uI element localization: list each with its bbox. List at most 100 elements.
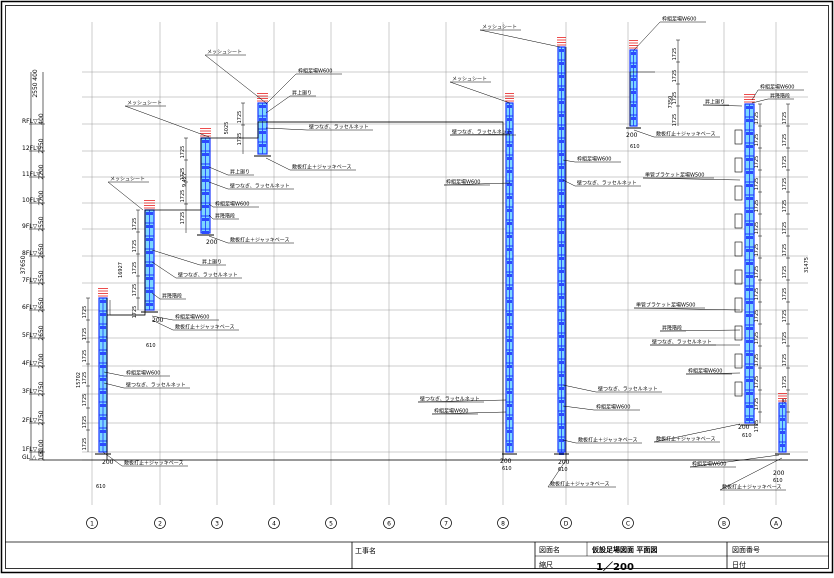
scaffold-tower-axis-c [626, 40, 641, 129]
scaffold-plank [100, 326, 106, 329]
stack-dim-label: 1725 [782, 222, 788, 235]
scaffold-tower-axis-a [775, 393, 790, 455]
floor-dim: 400 [32, 69, 39, 81]
leader-line [204, 54, 267, 104]
leader-line [208, 203, 214, 208]
callout-mesh-sheet: メッシュシート [482, 25, 517, 31]
scaffold-plank [507, 196, 512, 199]
base-width-label: 200 [773, 470, 785, 477]
scaffold-plank [100, 339, 106, 342]
stack-dim-label: 1725 [672, 70, 678, 83]
callout-frame-600: 枠組足場W600 [760, 84, 795, 91]
scaffold-plank [559, 426, 564, 429]
axis-label: 8 [501, 521, 505, 528]
floor-dim: 2750 [38, 410, 45, 425]
scaffold-plank [746, 275, 753, 278]
scaffold-plank [146, 225, 153, 228]
scaffold-plank [559, 439, 564, 442]
bracket-scaffold-unit [734, 353, 743, 369]
leader-line [562, 384, 597, 393]
leader-line [151, 319, 174, 331]
scaffold-plank [746, 184, 753, 187]
scaffold-plank [746, 288, 753, 291]
floor-label: 3FL▽ [22, 388, 38, 395]
callout-frame-600: 枠組足場W600 [175, 314, 210, 321]
scaffold-plank [259, 118, 266, 121]
floor-label: 2FL▽ [22, 417, 38, 424]
base-offset-label: 610 [558, 467, 568, 473]
floor-label: RFL▽ [22, 118, 38, 125]
scaffold-plank [202, 192, 209, 195]
leader-line [642, 177, 741, 181]
leader-line [751, 98, 769, 104]
stack-dim-label: 1725 [672, 48, 678, 61]
scaffold-plank [507, 157, 512, 160]
callout-wall-tie: 壁つなぎ、ラッセルネット [126, 382, 186, 389]
floor-label: 8FL▽ [22, 250, 38, 257]
base-offset-label: 610 [742, 433, 752, 439]
callout-frame-600: 枠組足場W600 [688, 368, 723, 375]
floor-label: 7FL▽ [22, 277, 38, 284]
base-width-label: 200 [152, 317, 164, 324]
leader-line [633, 129, 655, 138]
axis-label: B [722, 521, 726, 528]
scaffold-plank [780, 418, 785, 421]
callout-mesh-sheet: メッシュシート [207, 50, 242, 56]
scaffold-tower-axis1 [95, 288, 111, 455]
callout-top-rail: 昇上廻り [202, 259, 222, 266]
stack-dim-label: 1725 [782, 156, 788, 169]
stack-dim-label: 1725 [754, 288, 760, 301]
scaffold-plank [100, 378, 106, 381]
scaffold-plank [507, 430, 512, 433]
floor-label: 9FL▽ [22, 223, 38, 230]
scaffold-plank [746, 392, 753, 395]
building-edge [629, 71, 655, 126]
stack-dim-label: 1725 [237, 133, 243, 146]
scaffold-plank [507, 222, 512, 225]
stack-dim-label: 1725 [180, 212, 186, 225]
scaffold-plank [507, 443, 512, 446]
callout-top-rail: 昇上廻り [292, 90, 312, 97]
stack-dim-label: 1725 [132, 218, 138, 231]
leader-line [208, 214, 214, 220]
leader-line [124, 105, 210, 138]
scaffold-plank [507, 417, 512, 420]
title-block-drawing-number-label: 図面番号 [732, 546, 760, 554]
callout-top-rail: 昇上廻り [705, 99, 725, 106]
total-height-label: 37650 [20, 255, 27, 274]
base-offset-label: 610 [773, 478, 783, 484]
scaffold-plank [559, 114, 564, 117]
bracket-scaffold-unit [734, 241, 743, 257]
stack-dim-label: 1725 [82, 306, 88, 319]
scaffold-tower-axis-b [741, 94, 758, 426]
stack-dim-label: 1725 [132, 306, 138, 319]
leader-line [431, 411, 507, 415]
stack-dim-label: 1725 [754, 398, 760, 411]
leader-line [265, 157, 291, 171]
scaffold-plank [202, 179, 209, 182]
axis-label: C [626, 521, 630, 528]
base-offset-label: 610 [96, 484, 106, 490]
scaffold-plank [746, 366, 753, 369]
scaffold-tower-axis3 [197, 128, 214, 236]
scaffold-plank [259, 131, 266, 134]
stack-dim-label: 1725 [782, 266, 788, 279]
stack-dim-label: 1725 [82, 328, 88, 341]
building-outline [106, 121, 504, 460]
scaffold-plank [746, 379, 753, 382]
scaffold-plank [559, 296, 564, 299]
scaffold-plank [100, 404, 106, 407]
stack-dim-label: 1725 [754, 200, 760, 213]
scaffold-plank [507, 183, 512, 186]
base-width-label: 200 [500, 458, 512, 465]
floor-label: 6FL▽ [22, 304, 38, 311]
leader-line [265, 95, 291, 114]
title-block-scale: 1／200 [596, 562, 634, 573]
title-block-project-label: 工事名 [355, 547, 376, 555]
axis-label: 1 [90, 521, 94, 528]
scaffold-plank [507, 235, 512, 238]
callout-stairs: 昇降階段 [770, 93, 790, 100]
axis-bubble [86, 517, 98, 529]
callout-frame-600: 枠組足場W600 [692, 461, 727, 468]
